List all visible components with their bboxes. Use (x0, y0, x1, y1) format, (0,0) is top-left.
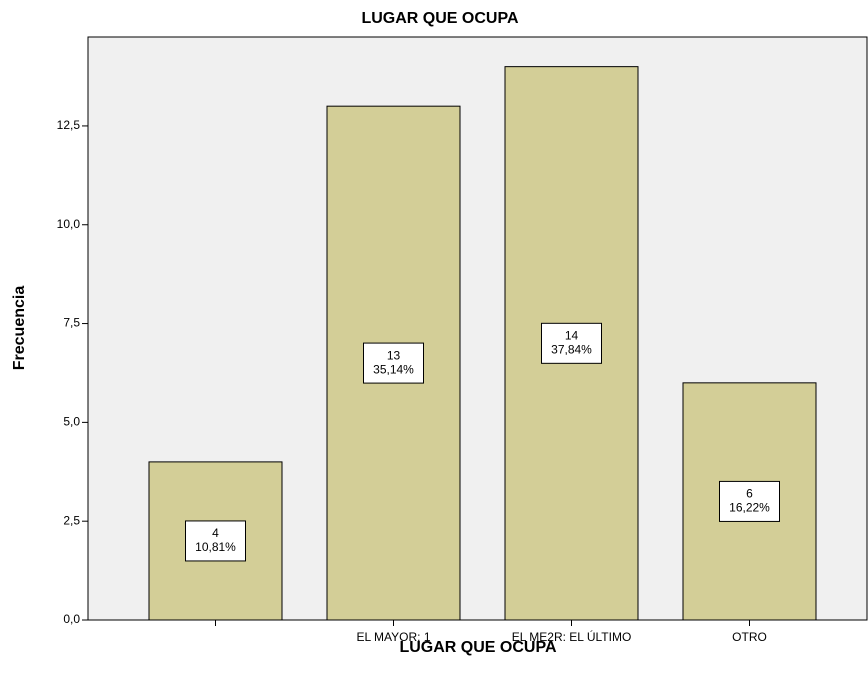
percent-label: 37,84% (551, 342, 592, 356)
y-axis-title: Frecuencia (11, 286, 28, 371)
value-label: 13 (387, 348, 401, 362)
y-tick-label: 0,0 (63, 612, 80, 626)
y-tick-label: 5,0 (63, 415, 80, 429)
x-tick-label: EL MAYOR: 1 (356, 630, 430, 644)
value-label: 4 (212, 526, 219, 540)
value-label: 6 (746, 487, 753, 501)
percent-label: 16,22% (729, 501, 770, 515)
chart-title: LUGAR QUE OCUPA (361, 10, 518, 27)
percent-label: 10,81% (195, 540, 236, 554)
x-tick-label: OTRO (732, 630, 767, 644)
x-axis-title: LUGAR QUE OCUPA (399, 639, 556, 656)
percent-label: 35,14% (373, 362, 414, 376)
value-label-box (541, 322, 602, 364)
y-tick-label: 12,5 (57, 118, 81, 132)
y-tick-label: 7,5 (63, 316, 80, 330)
value-label-box (185, 520, 246, 562)
value-label-box (719, 480, 780, 522)
y-tick-label: 2,5 (63, 513, 80, 527)
value-label: 14 (565, 328, 579, 342)
value-label-box (363, 342, 424, 384)
y-tick-label: 10,0 (57, 217, 81, 231)
x-tick-label: EL ME2R: EL ÚLTIMO (512, 629, 632, 644)
